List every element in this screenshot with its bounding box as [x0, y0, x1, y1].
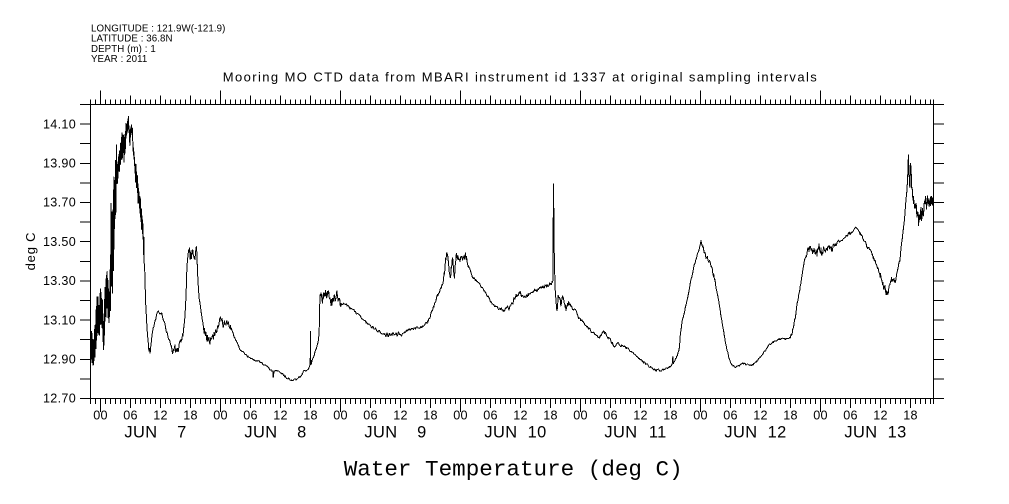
svg-text:YEAR : 2011: YEAR : 2011 [91, 54, 147, 65]
svg-text:JUN: JUN [364, 424, 397, 442]
svg-text:14.10: 14.10 [43, 117, 76, 131]
svg-text:JUN: JUN [244, 424, 277, 442]
svg-text:Water Temperature (deg C): Water Temperature (deg C) [344, 457, 683, 483]
svg-text:00: 00 [333, 409, 348, 423]
svg-text:13.10: 13.10 [43, 313, 76, 327]
svg-text:12: 12 [153, 409, 168, 423]
svg-text:12: 12 [633, 409, 648, 423]
svg-text:18: 18 [663, 409, 678, 423]
svg-text:00: 00 [453, 409, 468, 423]
svg-text:11: 11 [649, 424, 667, 442]
svg-text:12.90: 12.90 [43, 353, 76, 367]
svg-text:LONGITUDE : 121.9W(-121.9): LONGITUDE : 121.9W(-121.9) [91, 24, 226, 35]
svg-text:00: 00 [573, 409, 588, 423]
svg-text:12: 12 [753, 409, 768, 423]
svg-text:12: 12 [273, 409, 288, 423]
svg-text:18: 18 [183, 409, 198, 423]
svg-text:18: 18 [423, 409, 438, 423]
svg-text:06: 06 [483, 409, 498, 423]
svg-text:LATITUDE : 36.8N: LATITUDE : 36.8N [91, 34, 173, 45]
svg-text:JUN: JUN [724, 424, 757, 442]
svg-text:00: 00 [693, 409, 708, 423]
svg-text:12.70: 12.70 [43, 392, 76, 406]
svg-text:06: 06 [723, 409, 738, 423]
svg-text:18: 18 [903, 409, 918, 423]
svg-text:JUN: JUN [124, 424, 157, 442]
svg-text:13.90: 13.90 [43, 157, 76, 171]
svg-text:JUN: JUN [484, 424, 517, 442]
svg-text:18: 18 [783, 409, 798, 423]
svg-text:06: 06 [843, 409, 858, 423]
svg-text:12: 12 [513, 409, 528, 423]
svg-text:00: 00 [213, 409, 228, 423]
svg-text:12: 12 [393, 409, 408, 423]
svg-text:JUN: JUN [844, 424, 877, 442]
svg-text:06: 06 [243, 409, 258, 423]
svg-text:06: 06 [363, 409, 378, 423]
svg-text:Mooring MO CTD data from MBARI: Mooring MO CTD data from MBARI instrumen… [223, 70, 818, 85]
svg-text:13.50: 13.50 [43, 235, 76, 249]
svg-text:9: 9 [417, 424, 427, 442]
svg-text:18: 18 [303, 409, 318, 423]
svg-text:00: 00 [93, 409, 108, 423]
svg-text:deg C: deg C [23, 232, 38, 271]
svg-text:DEPTH (m) : 1: DEPTH (m) : 1 [91, 44, 156, 55]
svg-text:18: 18 [543, 409, 558, 423]
svg-text:06: 06 [603, 409, 618, 423]
svg-text:12: 12 [768, 424, 787, 442]
svg-text:8: 8 [297, 424, 307, 442]
svg-text:10: 10 [528, 424, 547, 442]
svg-text:12: 12 [873, 409, 888, 423]
svg-text:13.70: 13.70 [43, 196, 76, 210]
svg-text:00: 00 [813, 409, 828, 423]
svg-text:13.30: 13.30 [43, 274, 76, 288]
svg-text:7: 7 [177, 424, 187, 442]
svg-text:JUN: JUN [604, 424, 637, 442]
svg-text:06: 06 [123, 409, 138, 423]
svg-text:13: 13 [888, 424, 907, 442]
